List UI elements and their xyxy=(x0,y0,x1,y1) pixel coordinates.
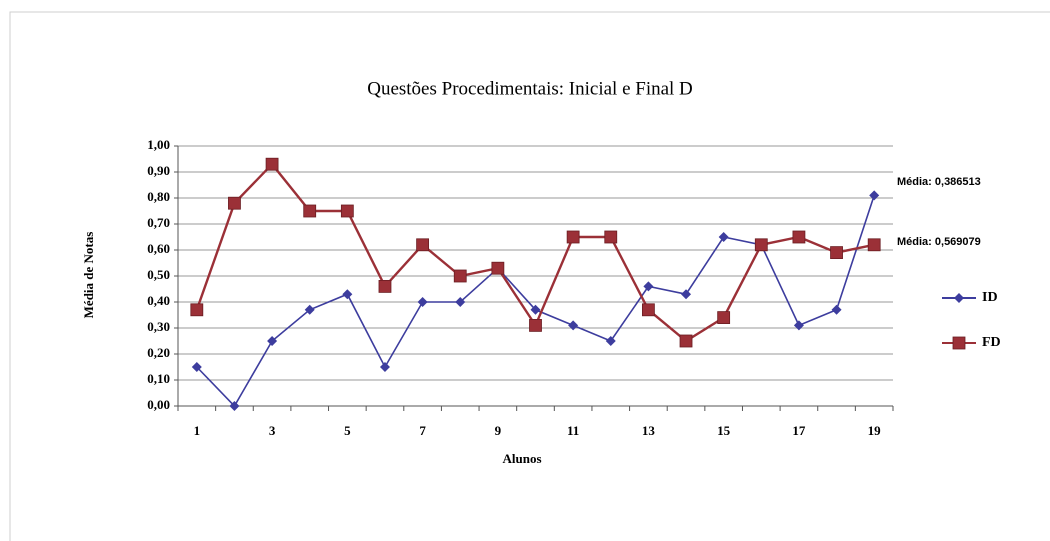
y-tick-label: 0,20 xyxy=(147,345,170,360)
x-tick-label: 19 xyxy=(868,423,882,438)
data-point xyxy=(641,303,655,317)
data-point xyxy=(830,246,843,260)
annotation: Média: 0,569079 xyxy=(897,236,981,248)
y-tick-label: 0,70 xyxy=(147,215,170,230)
data-point xyxy=(342,289,353,300)
data-point xyxy=(379,362,390,372)
data-point xyxy=(568,320,579,331)
data-point xyxy=(530,304,541,315)
annotation: Média: 0,386513 xyxy=(897,176,981,188)
data-point xyxy=(491,261,505,275)
legend-label: FD xyxy=(982,335,1001,350)
data-point xyxy=(681,289,692,300)
x-tick-label: 9 xyxy=(495,423,502,438)
legend-label: ID xyxy=(982,290,998,305)
y-tick-label: 0,10 xyxy=(147,371,170,386)
legend-marker xyxy=(952,336,966,350)
data-point xyxy=(869,190,880,201)
data-point xyxy=(304,304,315,315)
data-point xyxy=(228,196,241,210)
data-point xyxy=(605,336,616,346)
x-tick-label: 17 xyxy=(792,423,806,438)
data-point xyxy=(417,297,428,307)
data-point xyxy=(529,318,542,332)
x-tick-label: 11 xyxy=(567,423,579,438)
legend-marker xyxy=(954,293,964,303)
data-point xyxy=(340,204,354,218)
x-tick-label: 15 xyxy=(717,423,731,438)
y-tick-label: 0,30 xyxy=(147,319,170,334)
x-tick-label: 3 xyxy=(269,423,276,438)
data-point xyxy=(265,157,279,171)
data-point xyxy=(679,334,693,348)
y-tick-label: 0,90 xyxy=(147,163,170,178)
data-point xyxy=(190,303,204,317)
data-point xyxy=(191,362,202,372)
y-tick-label: 0,40 xyxy=(147,293,170,308)
data-point xyxy=(718,232,729,242)
data-point xyxy=(717,311,731,325)
data-point xyxy=(416,238,430,252)
data-point xyxy=(643,281,654,292)
y-axis-title: Média de Notas xyxy=(81,232,96,319)
x-tick-label: 1 xyxy=(194,423,201,438)
data-point xyxy=(455,297,466,307)
y-tick-label: 0,80 xyxy=(147,189,170,204)
x-tick-label: 5 xyxy=(344,423,351,438)
data-point xyxy=(792,230,806,244)
data-point xyxy=(229,401,240,411)
data-point xyxy=(754,238,768,252)
data-point xyxy=(267,336,278,346)
data-point xyxy=(793,320,804,331)
x-axis-title: Alunos xyxy=(502,451,541,466)
y-tick-label: 0,50 xyxy=(147,267,170,282)
data-point xyxy=(453,269,467,283)
data-point xyxy=(378,279,392,293)
x-tick-label: 13 xyxy=(642,423,656,438)
x-tick-label: 7 xyxy=(419,423,426,438)
data-point xyxy=(604,230,618,244)
chart-title: Questões Procedimentais: Inicial e Final… xyxy=(367,78,693,99)
data-point xyxy=(831,304,842,315)
y-tick-label: 0,60 xyxy=(147,241,170,256)
y-tick-label: 1,00 xyxy=(147,137,170,152)
data-point xyxy=(566,230,580,244)
data-point xyxy=(303,204,317,218)
y-tick-label: 0,00 xyxy=(147,397,170,412)
data-point xyxy=(867,238,881,252)
